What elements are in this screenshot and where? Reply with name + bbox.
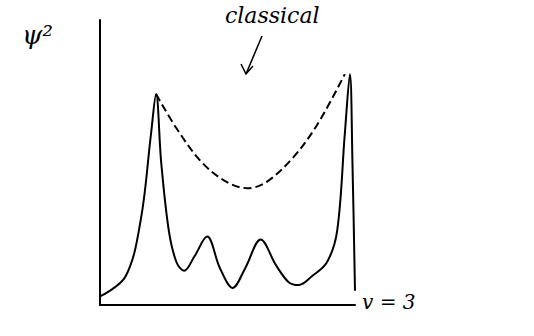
svg-text:ψ²: ψ² — [22, 20, 53, 50]
svg-text:classical: classical — [225, 3, 320, 28]
svg-text:v = 3: v = 3 — [362, 290, 416, 314]
